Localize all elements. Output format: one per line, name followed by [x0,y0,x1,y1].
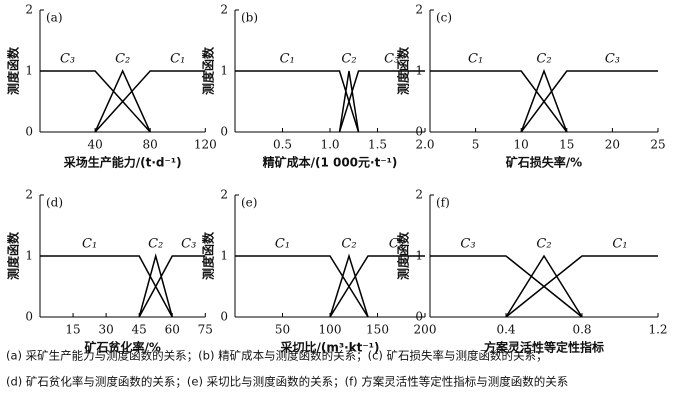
y-tick-label: 0 [25,125,33,139]
x-tick-label: 150 [366,323,389,337]
x-tick-label: 200 [414,323,437,337]
y-tick-label: 1 [220,249,228,263]
x-tick-label: 0.8 [572,323,591,337]
panel-label: (f) [436,196,450,210]
y-tick-label: 2 [220,3,228,17]
series-label: C₂ [536,237,551,252]
series-label: C₂ [341,237,356,252]
y-tick-label: 2 [220,188,228,202]
series-label: C₁ [275,237,290,252]
y-tick-label: 1 [25,64,33,78]
y-tick-label: 2 [415,188,423,202]
x-axis-label: 采切比/(m³·kt⁻¹) [280,340,380,355]
series-label: C₃ [605,52,620,67]
membership-line [40,255,173,318]
panel-label: (a) [46,11,63,25]
y-tick-label: 1 [415,249,423,263]
membership-line [235,255,369,318]
caption-line: (d) 矿石贫化率与测度函数的关系；(e) 采切比与测度函数的关系；(f) 方案… [6,375,568,389]
membership-line [338,70,360,133]
x-tick-label: 10 [514,138,529,152]
y-tick-label: 0 [220,125,228,139]
membership-line [505,255,658,318]
membership-line [138,253,173,318]
series-label: C₁ [612,237,627,252]
x-tick-label: 100 [319,323,342,337]
panel-label: (b) [241,11,258,25]
membership-line [138,255,206,318]
x-axis-label: 矿石贫化率/% [84,340,160,355]
membership-line [40,70,151,133]
y-axis-label: 测度函数 [396,231,411,280]
x-tick-label: 1.2 [648,323,667,337]
x-axis-label: 采场生产能力/(t·d⁻¹) [63,155,182,170]
membership-line [94,69,151,133]
y-tick-label: 2 [25,3,33,17]
y-tick-label: 1 [220,64,228,78]
x-tick-label: 60 [165,323,180,337]
y-axis-label: 测度函数 [6,46,21,95]
series-label: C₁ [82,237,97,252]
series-label: C₃ [181,237,196,252]
series-label: C₃ [384,52,399,67]
membership-line [520,68,568,133]
series-label: C₃ [60,52,75,67]
x-tick-label: 25 [650,138,665,152]
x-axis-label: 方案灵活性等定性指标 [484,340,604,355]
series-label: C₃ [460,237,475,252]
y-tick-label: 0 [220,310,228,324]
y-axis-label: 测度函数 [201,46,216,95]
x-tick-label: 20 [605,138,620,152]
y-tick-label: 2 [25,188,33,202]
x-tick-label: 40 [87,138,102,152]
series-label: C₁ [468,52,483,67]
membership-line [235,70,360,133]
x-tick-label: 120 [194,138,217,152]
x-tick-label: 5 [472,138,480,152]
membership-line [329,253,369,318]
y-tick-label: 0 [25,310,33,324]
x-tick-label: 0.5 [273,138,292,152]
y-tick-label: 2 [415,3,423,17]
x-tick-label: 45 [132,323,147,337]
x-axis-label: 矿石损失率/% [506,155,582,170]
x-tick-label: 2.0 [415,138,434,152]
y-tick-label: 1 [415,64,423,78]
panel-label: (d) [46,196,63,210]
y-axis-label: 测度函数 [396,46,411,95]
membership-line [430,255,583,318]
y-axis-label: 测度函数 [6,231,21,280]
series-label: C₂ [536,52,551,67]
panel-label: (e) [241,196,257,210]
x-tick-label: 75 [198,323,213,337]
x-tick-label: 50 [275,323,290,337]
x-tick-label: 30 [98,323,113,337]
membership-line [338,70,425,133]
series-label: C₂ [115,52,130,67]
membership-line [329,255,425,318]
x-tick-label: 0.4 [496,323,515,337]
x-axis-label: 精矿成本/(1 000元·t⁻¹) [263,155,398,170]
x-tick-label: 80 [143,138,158,152]
series-label: C₁ [280,52,295,67]
y-tick-label: 1 [25,249,33,263]
series-label: C₂ [148,237,163,252]
series-label: C₃ [389,237,404,252]
series-label: C₁ [170,52,185,67]
caption-line: (a) 采矿生产能力与测度函数的关系；(b) 精矿成本与测度函数的关系；(c) … [6,349,548,363]
membership-line [520,70,658,133]
x-tick-label: 1.0 [320,138,339,152]
membership-line [430,70,568,133]
panel-label: (c) [436,11,452,25]
x-tick-label: 15 [559,138,574,152]
x-tick-label: 15 [65,323,80,337]
x-tick-label: 1.5 [368,138,387,152]
y-tick-label: 0 [415,125,423,139]
membership-line [505,254,583,318]
series-label: C₂ [341,52,356,67]
y-axis-label: 测度函数 [201,231,216,280]
membership-line [94,70,206,133]
y-tick-label: 0 [415,310,423,324]
